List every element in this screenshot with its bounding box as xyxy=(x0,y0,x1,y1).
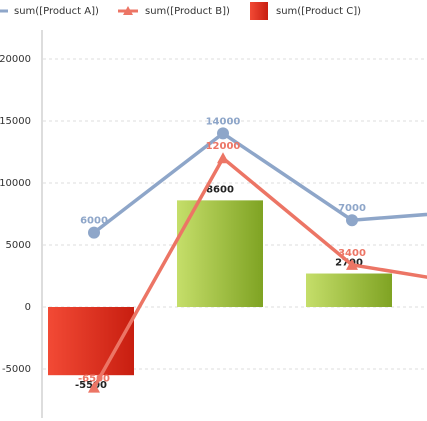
data-label: 12000 xyxy=(206,141,241,152)
y-tick-label: 15000 xyxy=(0,116,31,127)
point xyxy=(217,127,229,140)
point xyxy=(217,152,229,164)
line xyxy=(92,131,427,234)
point xyxy=(346,214,358,227)
data-label: 8600 xyxy=(206,184,234,195)
bar xyxy=(177,200,263,307)
y-tick-label: 0 xyxy=(25,302,31,313)
y-tick-label: 10000 xyxy=(0,178,31,189)
y-tick-label: 5000 xyxy=(6,240,31,251)
y-tick-label: 20000 xyxy=(0,54,31,65)
legend-swatch xyxy=(123,6,133,15)
legend-swatch xyxy=(250,2,268,20)
y-tick-label: -5000 xyxy=(2,364,31,375)
bar xyxy=(306,273,392,307)
legend-label: sum([Product A]) xyxy=(14,6,99,17)
point xyxy=(88,226,100,239)
data-label: 14000 xyxy=(206,116,241,127)
legend-label: sum([Product C]) xyxy=(276,6,361,17)
legend-label: sum([Product B]) xyxy=(145,6,230,17)
data-label: -5500 xyxy=(75,380,107,391)
point xyxy=(88,381,100,393)
data-label: 7000 xyxy=(338,203,366,214)
line xyxy=(92,155,427,389)
data-label: -6500 xyxy=(78,374,110,385)
point xyxy=(346,258,358,270)
data-label: 3400 xyxy=(338,248,366,259)
data-label: 6000 xyxy=(80,216,108,227)
